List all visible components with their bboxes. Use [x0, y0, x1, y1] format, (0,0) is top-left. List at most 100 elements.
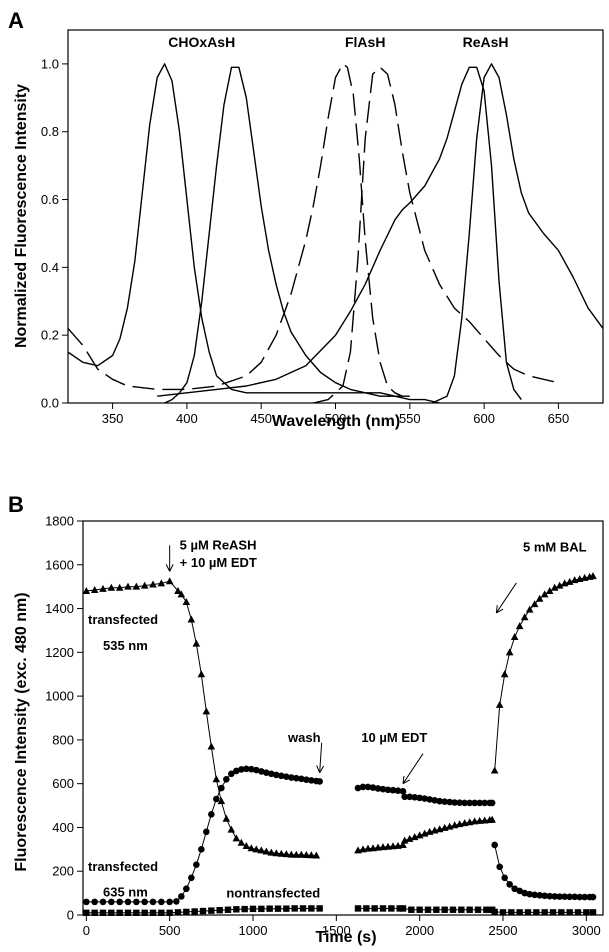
- panel-b-point-nontransfected: [416, 906, 423, 913]
- panel-a-x-tick-label: 350: [102, 411, 124, 426]
- panel-a-y-tick-label: 0.0: [41, 396, 59, 411]
- panel-b-point-nontransfected: [566, 909, 573, 916]
- panel-b-point-transfected-535-nm: [192, 639, 201, 647]
- panel-b-point-transfected-635-nm: [116, 898, 123, 906]
- panel-a-series-line-flash-excitation: [68, 63, 410, 397]
- panel-b-point-nontransfected: [141, 909, 148, 917]
- panel-b-series-line-transfected-535-nm: [494, 575, 594, 771]
- panel-b-point-transfected-535-nm: [400, 836, 409, 844]
- panel-b-point-transfected-635-nm: [461, 799, 468, 807]
- panel-b-point-transfected-635-nm: [374, 785, 382, 792]
- panel-b-point-transfected-535-nm: [157, 579, 166, 587]
- panel-b-point-nontransfected: [583, 909, 590, 916]
- panel-b-point-transfected-535-nm: [174, 587, 182, 595]
- panel-b-point-nontransfected: [116, 909, 123, 917]
- panel-b-point-transfected-635-nm: [188, 874, 195, 882]
- panel-b-point-transfected-535-nm: [165, 577, 174, 585]
- panel-b-series-label: nontransfected: [226, 885, 320, 900]
- panel-b-point-transfected-635-nm: [456, 799, 463, 807]
- panel-a-plot: 350 400 450 500 550 600 650 0.0 0.2 0.4 0.6 0.8 1.0 C…: [41, 29, 604, 426]
- panel-b-series-line-transfected-535-nm: [86, 580, 317, 856]
- panel-b-point-nontransfected: [508, 909, 515, 916]
- panel-b-point-transfected-535-nm: [379, 843, 387, 851]
- panel-b-point-transfected-535-nm: [530, 600, 539, 608]
- panel-b-point-nontransfected: [363, 905, 370, 912]
- panel-b-point-transfected-535-nm: [282, 850, 291, 858]
- panel-b-point-nontransfected: [166, 909, 173, 917]
- panel-b-plot-frame: [82, 520, 604, 916]
- panel-b-point-nontransfected: [316, 905, 323, 912]
- panel-b-point-transfected-535-nm: [149, 580, 157, 588]
- panel-b-point-transfected-535-nm: [364, 844, 372, 852]
- panel-a-series-line-flash-emission: [313, 66, 559, 403]
- panel-b-point-nontransfected: [199, 907, 207, 915]
- panel-b-x-tick-label: 2000: [405, 923, 434, 938]
- panel-b-point-nontransfected: [149, 909, 157, 917]
- panel-b-point-nontransfected: [274, 905, 282, 912]
- panel-b-point-transfected-535-nm: [115, 583, 124, 591]
- panel-b-point-transfected-535-nm: [389, 842, 397, 850]
- panel-b-x-axis-title: Time (s): [315, 929, 376, 946]
- panel-b-point-transfected-535-nm: [132, 582, 141, 590]
- panel-b-point-nontransfected: [408, 906, 415, 913]
- panel-b-label: B: [8, 492, 24, 517]
- panel-b-point-transfected-635-nm: [556, 893, 563, 900]
- panel-b-point-transfected-535-nm: [82, 587, 91, 595]
- panel-b-point-nontransfected: [474, 906, 482, 913]
- panel-b-point-transfected-535-nm: [410, 833, 419, 841]
- panel-b-point-transfected-635-nm: [561, 893, 568, 900]
- panel-b-x-tick-label: 0: [83, 923, 90, 938]
- panel-b-point-transfected-635-nm: [133, 898, 140, 906]
- panel-b-point-transfected-535-nm: [262, 847, 271, 855]
- panel-a-annotation: ReAsH: [463, 34, 509, 50]
- panel-b-point-transfected-635-nm: [481, 799, 488, 807]
- panel-b-point-transfected-635-nm: [496, 863, 503, 871]
- panel-b-point-transfected-535-nm: [480, 816, 489, 824]
- panel-b-point-transfected-535-nm: [488, 815, 496, 823]
- panel-b-point-transfected-535-nm: [515, 622, 524, 630]
- panel-b-point-nontransfected: [233, 906, 240, 913]
- panel-b-point-transfected-535-nm: [287, 850, 296, 858]
- panel-b-point-transfected-535-nm: [242, 842, 251, 850]
- panel-b-point-transfected-535-nm: [99, 584, 107, 592]
- panel-b-point-transfected-535-nm: [140, 581, 149, 589]
- panel-b-point-transfected-635-nm: [283, 773, 290, 780]
- panel-b-point-transfected-635-nm: [511, 885, 518, 893]
- panel-b-point-transfected-635-nm: [316, 778, 323, 785]
- panel-b-point-transfected-635-nm: [541, 892, 548, 900]
- panel-b-point-transfected-635-nm: [253, 766, 260, 774]
- panel-b-point-transfected-535-nm: [257, 846, 266, 854]
- panel-b-point-nontransfected: [449, 906, 457, 913]
- panel-b-point-transfected-635-nm: [566, 893, 573, 901]
- panel-b-point-transfected-635-nm: [431, 797, 438, 804]
- panel-b-series-label: transfected: [88, 859, 158, 874]
- panel-b-x-tick-label: 1000: [239, 923, 268, 938]
- panel-a-plot-frame: [67, 29, 604, 404]
- panel-b-point-transfected-635-nm: [589, 893, 597, 901]
- panel-a-x-tick-label: 450: [250, 411, 272, 426]
- panel-b-series-label: transfected: [88, 612, 158, 627]
- panel-b-y-tick-label: 1600: [45, 557, 74, 572]
- panel-b-annotation-arrow-line: [402, 753, 424, 784]
- panel-a-series-line-reash-excitation: [157, 66, 522, 401]
- panel-a-y-tick-label: 0.6: [41, 192, 59, 207]
- panel-b-point-transfected-635-nm: [288, 774, 295, 781]
- panel-b-point-nontransfected: [433, 906, 440, 913]
- panel-b-annotation: wash: [287, 730, 321, 745]
- panel-b-point-transfected-635-nm: [278, 772, 285, 780]
- panel-a-x-tick-label: 400: [176, 411, 198, 426]
- panel-b-point-transfected-635-nm: [426, 796, 433, 803]
- panel-b-y-tick-label: 600: [52, 776, 74, 791]
- panel-b-point-transfected-635-nm: [384, 786, 392, 794]
- panel-a: A 350 400 450 500 550 600 650 0.0 0.2 0.4 0.6 0.8 1.…: [8, 8, 604, 430]
- panel-b-point-transfected-635-nm: [389, 786, 397, 794]
- panel-a-y-tick-label: 0.4: [41, 260, 59, 275]
- panel-b-annotation-arrow-head: [316, 765, 325, 773]
- panel-b-point-transfected-535-nm: [565, 577, 574, 585]
- panel-b-point-transfected-535-nm: [277, 849, 286, 857]
- panel-b-point-transfected-635-nm: [364, 783, 372, 791]
- panel-b-point-nontransfected: [516, 909, 523, 916]
- panel-b-point-transfected-535-nm: [202, 707, 211, 715]
- panel-b-point-nontransfected: [371, 905, 378, 912]
- panel-b-point-nontransfected: [208, 907, 215, 914]
